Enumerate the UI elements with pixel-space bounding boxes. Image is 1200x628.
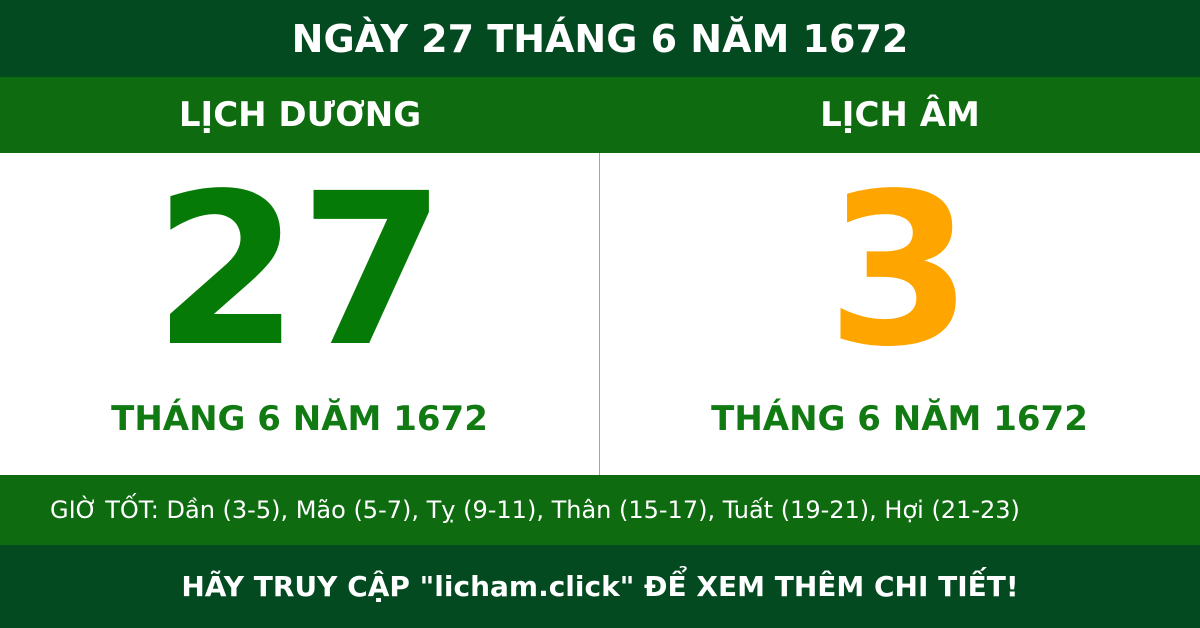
good-hours: GIỜ TỐT: Dần (3-5), Mão (5-7), Tỵ (9-11)… [0,475,1200,545]
lunar-day: 3 [826,148,973,393]
lunar-label: LỊCH ÂM [820,95,980,135]
title: NGÀY 27 THÁNG 6 NĂM 1672 [0,0,1200,77]
lunar-month-year: THÁNG 6 NĂM 1672 [711,399,1088,439]
lunar-panel: 3 THÁNG 6 NĂM 1672 [600,153,1199,475]
solar-day: 27 [153,148,446,393]
labels: LỊCH DƯƠNG LỊCH ÂM [0,77,1200,153]
solar-panel: 27 THÁNG 6 NĂM 1672 [0,153,600,475]
footer: HÃY TRUY CẬP "licham.click" ĐỂ XEM THÊM … [0,545,1200,628]
solar-month-year: THÁNG 6 NĂM 1672 [111,399,488,439]
solar-label: LỊCH DƯƠNG [178,95,422,135]
